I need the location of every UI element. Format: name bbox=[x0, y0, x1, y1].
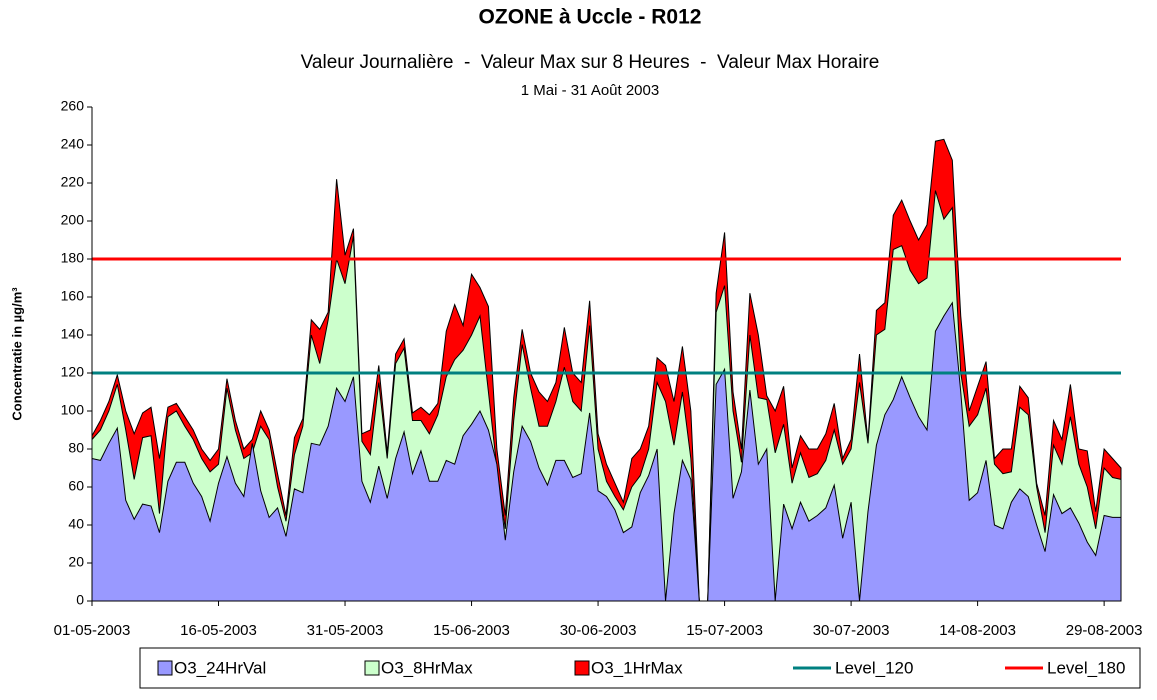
legend-box bbox=[139, 647, 1141, 689]
y-tick-label: 180 bbox=[61, 250, 85, 266]
x-tick-label: 14-08-2003 bbox=[939, 622, 1016, 639]
legend-swatch bbox=[157, 660, 173, 676]
x-tick-label: 29-08-2003 bbox=[1066, 622, 1143, 639]
y-tick-label: 100 bbox=[61, 402, 85, 418]
legend-label: O3_1HrMax bbox=[591, 658, 683, 677]
x-tick-label: 30-06-2003 bbox=[560, 622, 637, 639]
chart-period: 1 Mai - 31 Août 2003 bbox=[521, 82, 659, 99]
y-tick-label: 120 bbox=[61, 364, 85, 380]
chart-subtitle: Valeur Journalière - Valeur Max sur 8 He… bbox=[301, 52, 880, 73]
x-tick-label: 31-05-2003 bbox=[307, 622, 384, 639]
chart-title: OZONE à Uccle - R012 bbox=[479, 6, 702, 29]
legend-label: Level_180 bbox=[1047, 658, 1125, 677]
y-axis-label: Concentratie in µg/m³ bbox=[9, 287, 24, 421]
y-tick-label: 220 bbox=[61, 174, 85, 190]
y-tick-label: 200 bbox=[61, 212, 85, 228]
legend-label: O3_24HrVal bbox=[174, 658, 266, 677]
y-tick-label: 240 bbox=[61, 136, 85, 152]
x-tick-label: 15-06-2003 bbox=[433, 622, 510, 639]
y-tick-label: 0 bbox=[76, 592, 84, 608]
y-tick-label: 60 bbox=[68, 478, 84, 494]
y-tick-label: 40 bbox=[68, 516, 84, 532]
x-tick-label: 30-07-2003 bbox=[813, 622, 890, 639]
x-tick-label: 01-05-2003 bbox=[54, 622, 131, 639]
x-tick-label: 16-05-2003 bbox=[180, 622, 257, 639]
area bbox=[91, 301, 1122, 602]
legend-swatch bbox=[574, 660, 590, 676]
y-tick-label: 260 bbox=[61, 98, 85, 114]
y-tick-label: 140 bbox=[61, 326, 85, 342]
x-tick-label: 15-07-2003 bbox=[686, 622, 763, 639]
legend-swatch bbox=[364, 660, 380, 676]
legend-label: O3_8HrMax bbox=[381, 658, 473, 677]
y-tick-label: 20 bbox=[68, 554, 84, 570]
y-tick-label: 160 bbox=[61, 288, 85, 304]
legend-label: Level_120 bbox=[835, 658, 913, 677]
y-tick-label: 80 bbox=[68, 440, 84, 456]
